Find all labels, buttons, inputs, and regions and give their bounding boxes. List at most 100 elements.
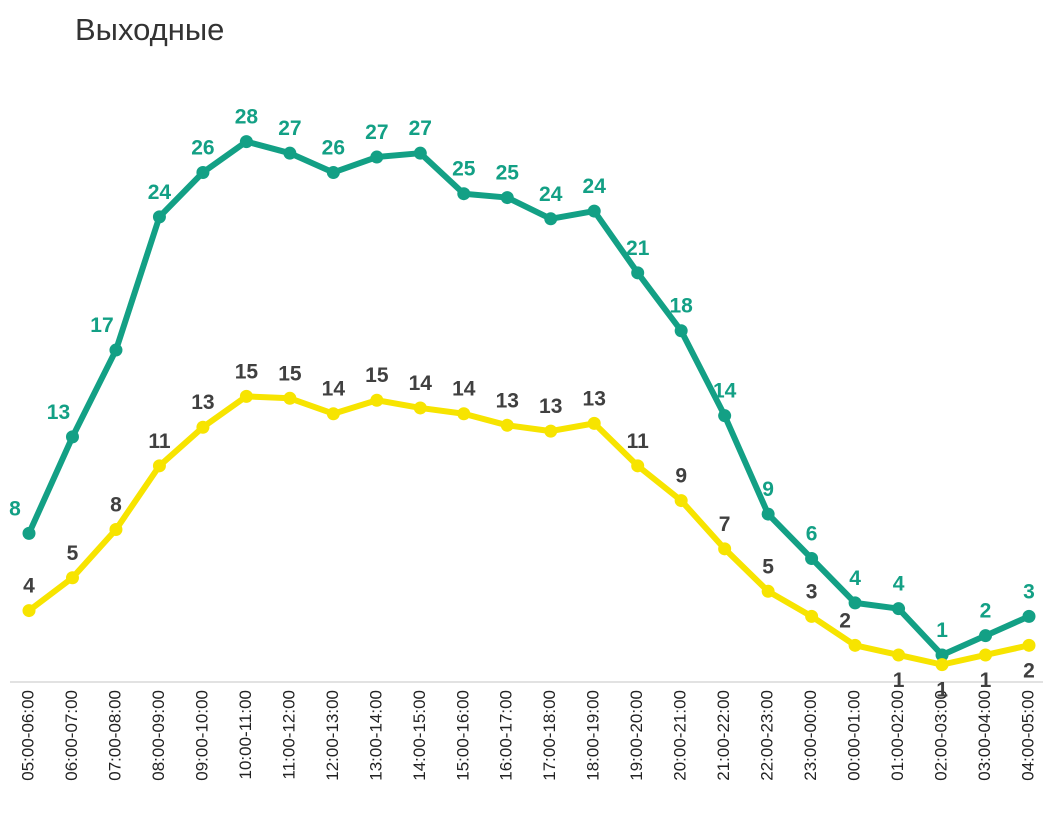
data-point [761,507,775,521]
data-label: 26 [191,136,214,159]
data-label: 15 [365,364,389,387]
x-tick-label: 18:00-19:00 [584,690,603,781]
data-point [196,420,210,434]
data-label: 27 [278,117,301,140]
data-point [152,459,166,473]
data-label: 14 [452,378,476,401]
x-tick-label: 03:00-04:00 [975,690,994,781]
data-point [587,204,601,218]
data-point [457,407,471,421]
data-point [326,407,340,421]
data-point [718,409,732,423]
x-tick-label: 19:00-20:00 [627,690,646,781]
data-point [413,401,427,415]
series-line [27,393,1030,668]
data-point [935,648,949,662]
data-label: 3 [806,580,818,603]
data-point [283,146,297,160]
data-point [544,212,558,226]
data-point [283,391,297,405]
data-label: 17 [90,314,113,337]
data-point [979,648,993,662]
data-label: 13 [496,389,519,412]
x-tick-label: 20:00-21:00 [671,690,690,781]
x-tick-label: 22:00-23:00 [758,690,777,781]
x-tick-label: 11:00-12:00 [279,690,298,779]
x-tick-label: 14:00-15:00 [410,690,429,781]
data-label: 18 [669,295,693,318]
data-label: 27 [365,121,388,144]
data-label: 11 [627,430,650,453]
x-tick-label: 06:00-07:00 [62,690,81,781]
data-label: 13 [47,401,70,424]
data-point [152,210,166,224]
data-label: 5 [67,542,79,565]
data-label: 7 [719,513,731,536]
x-tick-label: 13:00-14:00 [366,690,385,781]
data-point [500,191,514,205]
data-point [674,324,688,338]
data-point [196,165,210,179]
data-point [22,604,36,618]
data-label: 6 [806,522,818,545]
x-tick-label: 02:00-03:00 [932,690,951,781]
chart-title: Выходные [75,12,224,47]
data-point [631,459,645,473]
data-point [370,393,384,407]
data-label: 13 [539,395,562,418]
x-tick-label: 23:00-00:00 [801,690,820,781]
data-label: 11 [148,430,171,453]
data-label: 2 [980,600,992,623]
data-point [848,638,862,652]
data-label: 8 [9,497,21,520]
x-tick-label: 07:00-08:00 [105,690,124,781]
data-label: 2 [839,609,851,632]
data-label: 13 [191,391,214,414]
data-label: 14 [409,372,433,395]
x-tick-label: 17:00-18:00 [540,690,559,781]
data-point [805,609,819,623]
data-label: 4 [893,573,905,596]
data-point [761,584,775,598]
x-tick-label: 04:00-05:00 [1018,690,1037,781]
data-label: 25 [496,162,520,185]
data-label: 25 [452,158,476,181]
data-label: 9 [762,478,774,501]
data-point [979,629,993,643]
data-label: 13 [583,387,606,410]
data-label: 8 [110,494,122,517]
data-point [805,551,819,565]
data-point [500,418,514,432]
data-label: 15 [235,360,259,383]
data-point [1022,609,1036,623]
data-label: 9 [675,465,687,488]
data-point [326,165,340,179]
data-point [892,602,906,616]
data-point [109,343,123,357]
data-point [457,187,471,201]
data-point [109,523,123,537]
data-label: 1 [936,619,948,642]
data-point [544,424,558,438]
data-point [587,416,601,430]
data-point [1022,638,1036,652]
data-label: 27 [409,117,432,140]
data-label: 1 [936,679,948,702]
series-line [26,138,1031,658]
data-label: 24 [539,183,563,206]
x-tick-label: 01:00-02:00 [888,690,907,781]
x-tick-label: 09:00-10:00 [192,690,211,781]
data-label: 14 [713,380,737,403]
data-point [674,494,688,508]
data-label: 26 [322,136,345,159]
x-tick-label: 10:00-11:00 [236,690,255,779]
data-label: 14 [322,378,346,401]
x-tick-label: 21:00-22:00 [714,690,733,781]
x-tick-label: 12:00-13:00 [323,690,342,781]
data-point [239,135,253,149]
data-point [631,266,645,280]
x-tick-label: 16:00-17:00 [497,690,516,781]
x-tick-label: 15:00-16:00 [453,690,472,781]
data-label: 5 [762,555,774,578]
